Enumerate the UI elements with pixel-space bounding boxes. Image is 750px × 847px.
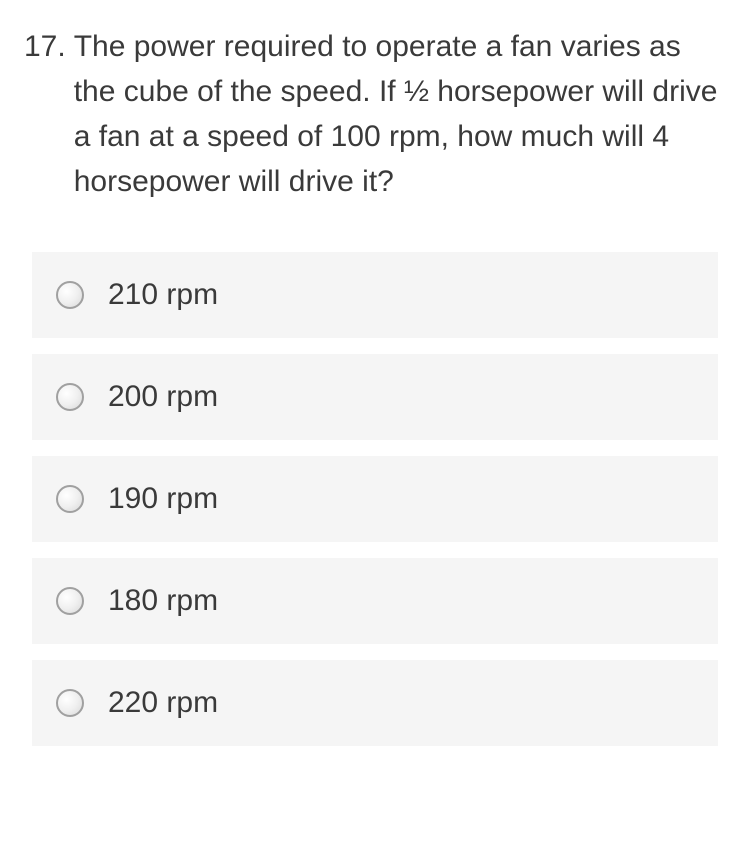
- radio-icon: [56, 587, 84, 615]
- option-label: 210 rpm: [108, 278, 218, 312]
- radio-icon: [56, 485, 84, 513]
- radio-icon: [56, 281, 84, 309]
- options-container: 210 rpm 200 rpm 190 rpm 180 rpm 220 rpm: [24, 252, 726, 746]
- radio-icon: [56, 689, 84, 717]
- option-item-2[interactable]: 200 rpm: [32, 354, 718, 440]
- option-item-1[interactable]: 210 rpm: [32, 252, 718, 338]
- option-item-5[interactable]: 220 rpm: [32, 660, 718, 746]
- question-text: The power required to operate a fan vari…: [74, 24, 726, 204]
- question-number: 17.: [24, 24, 66, 204]
- radio-icon: [56, 383, 84, 411]
- option-label: 180 rpm: [108, 584, 218, 618]
- option-label: 220 rpm: [108, 686, 218, 720]
- option-item-3[interactable]: 190 rpm: [32, 456, 718, 542]
- option-label: 190 rpm: [108, 482, 218, 516]
- question-container: 17. The power required to operate a fan …: [24, 24, 726, 204]
- option-label: 200 rpm: [108, 380, 218, 414]
- option-item-4[interactable]: 180 rpm: [32, 558, 718, 644]
